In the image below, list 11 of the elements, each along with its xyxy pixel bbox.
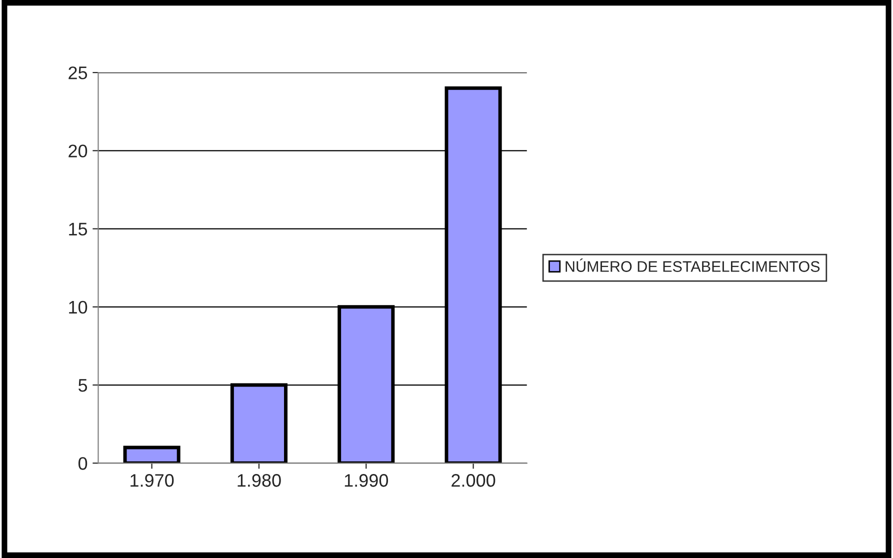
legend-label: NÚMERO DE ESTABELECIMENTOS (566, 258, 820, 272)
x-tick-label: 1.980 (238, 474, 281, 487)
y-tick-label: 20 (68, 144, 88, 158)
x-tick-label: 1.990 (344, 474, 388, 487)
x-tick-label: 2.000 (452, 474, 496, 487)
x-tick-label: 1.970 (130, 474, 174, 487)
y-tick-label: 0 (78, 457, 88, 470)
y-tick-label: 25 (68, 66, 88, 80)
y-tick-label: 10 (69, 300, 88, 314)
y-tick-label: 5 (78, 379, 88, 392)
y-tick-label: 15 (69, 222, 88, 236)
